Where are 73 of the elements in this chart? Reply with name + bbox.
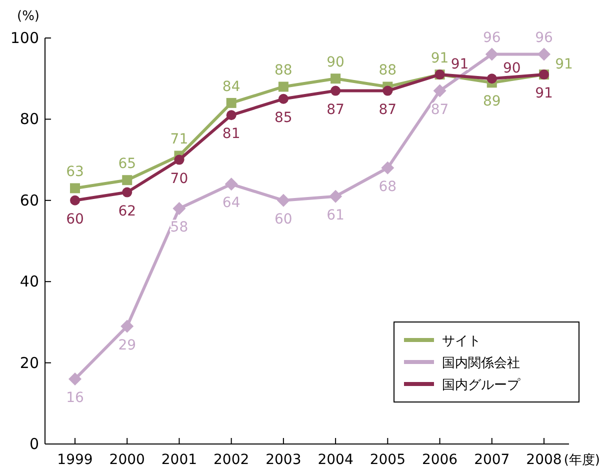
data-label: 90: [502, 60, 521, 77]
x-tick-label: 2004: [318, 452, 354, 468]
point: [68, 372, 82, 386]
data-label: 91: [535, 86, 553, 102]
point: [172, 202, 186, 216]
data-label: 60: [274, 211, 292, 228]
data-label: 85: [274, 110, 292, 126]
data-label: 71: [170, 132, 188, 148]
y-tick-label: 0: [29, 435, 39, 453]
point: [538, 48, 550, 61]
data-label: 91: [555, 56, 573, 73]
point: [486, 74, 497, 84]
data-label: 84: [222, 78, 240, 95]
data-label: 68: [378, 178, 397, 195]
x-tick-label: 2005: [370, 452, 406, 468]
data-label: 96: [482, 30, 501, 46]
data-label: 87: [430, 102, 449, 118]
x-tick-label: 2003: [266, 452, 302, 468]
point: [70, 195, 80, 206]
point: [278, 94, 288, 104]
x-tick-label: 2000: [109, 452, 145, 468]
data-label: 81: [222, 126, 240, 142]
y-tick-label: 60: [20, 191, 39, 210]
point: [276, 194, 290, 207]
point: [278, 82, 288, 92]
data-label: 91: [430, 50, 449, 67]
data-label: 90: [326, 54, 344, 71]
legend-label: サイト: [442, 334, 481, 349]
data-label: 89: [482, 94, 501, 110]
x-tick-label: 2001: [161, 452, 198, 468]
data-label: 65: [118, 156, 136, 172]
x-tick-label: 2002: [214, 452, 250, 468]
data-label: 91: [450, 56, 469, 73]
point: [381, 161, 394, 174]
data-label: 62: [118, 203, 136, 220]
point: [70, 183, 80, 194]
y-tick-label: 100: [10, 29, 39, 47]
legend-label: 国内関係会社: [442, 356, 520, 371]
data-label: 70: [170, 170, 188, 187]
legend-label: 国内グループ: [442, 378, 521, 393]
point: [330, 74, 341, 84]
point: [226, 98, 236, 108]
y-axis-title: (%): [17, 9, 40, 24]
data-label: 16: [66, 390, 84, 406]
data-label: 61: [326, 207, 344, 224]
x-tick-label: 2006: [422, 452, 458, 468]
point: [224, 178, 238, 191]
point: [174, 154, 184, 165]
data-label: 29: [118, 337, 136, 354]
data-label: 87: [326, 102, 344, 118]
y-tick-label: 20: [20, 354, 39, 372]
point: [433, 84, 446, 98]
data-label: 87: [378, 102, 397, 118]
point: [122, 187, 132, 198]
y-tick-label: 40: [20, 272, 39, 291]
point: [122, 175, 132, 186]
x-tick-label: 1999: [57, 452, 93, 468]
y-tick-label: 80: [20, 110, 39, 128]
point: [485, 48, 498, 61]
point: [330, 86, 341, 96]
data-label: 64: [222, 195, 240, 212]
data-label: 60: [66, 211, 84, 228]
data-label: 88: [378, 62, 397, 79]
data-label: 88: [274, 62, 292, 79]
data-label: 63: [66, 164, 84, 180]
x-axis-title: (年度): [564, 452, 600, 468]
data-label: 96: [535, 30, 553, 46]
x-tick-label: 2008: [526, 452, 562, 468]
point: [329, 190, 342, 203]
point: [382, 86, 393, 96]
point: [120, 320, 134, 333]
x-tick-label: 2007: [474, 452, 510, 468]
point: [226, 110, 236, 120]
